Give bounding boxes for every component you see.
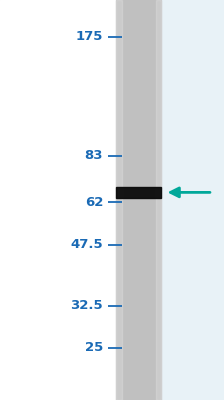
Bar xyxy=(161,0,224,400)
Bar xyxy=(116,0,122,400)
Text: 83: 83 xyxy=(84,149,103,162)
Text: 62: 62 xyxy=(85,196,103,209)
Bar xyxy=(116,0,161,400)
Text: 47.5: 47.5 xyxy=(70,238,103,252)
Bar xyxy=(156,0,161,400)
Bar xyxy=(116,187,161,198)
Text: 175: 175 xyxy=(76,30,103,43)
Text: 32.5: 32.5 xyxy=(70,299,103,312)
Bar xyxy=(0,0,116,400)
Text: 25: 25 xyxy=(85,341,103,354)
